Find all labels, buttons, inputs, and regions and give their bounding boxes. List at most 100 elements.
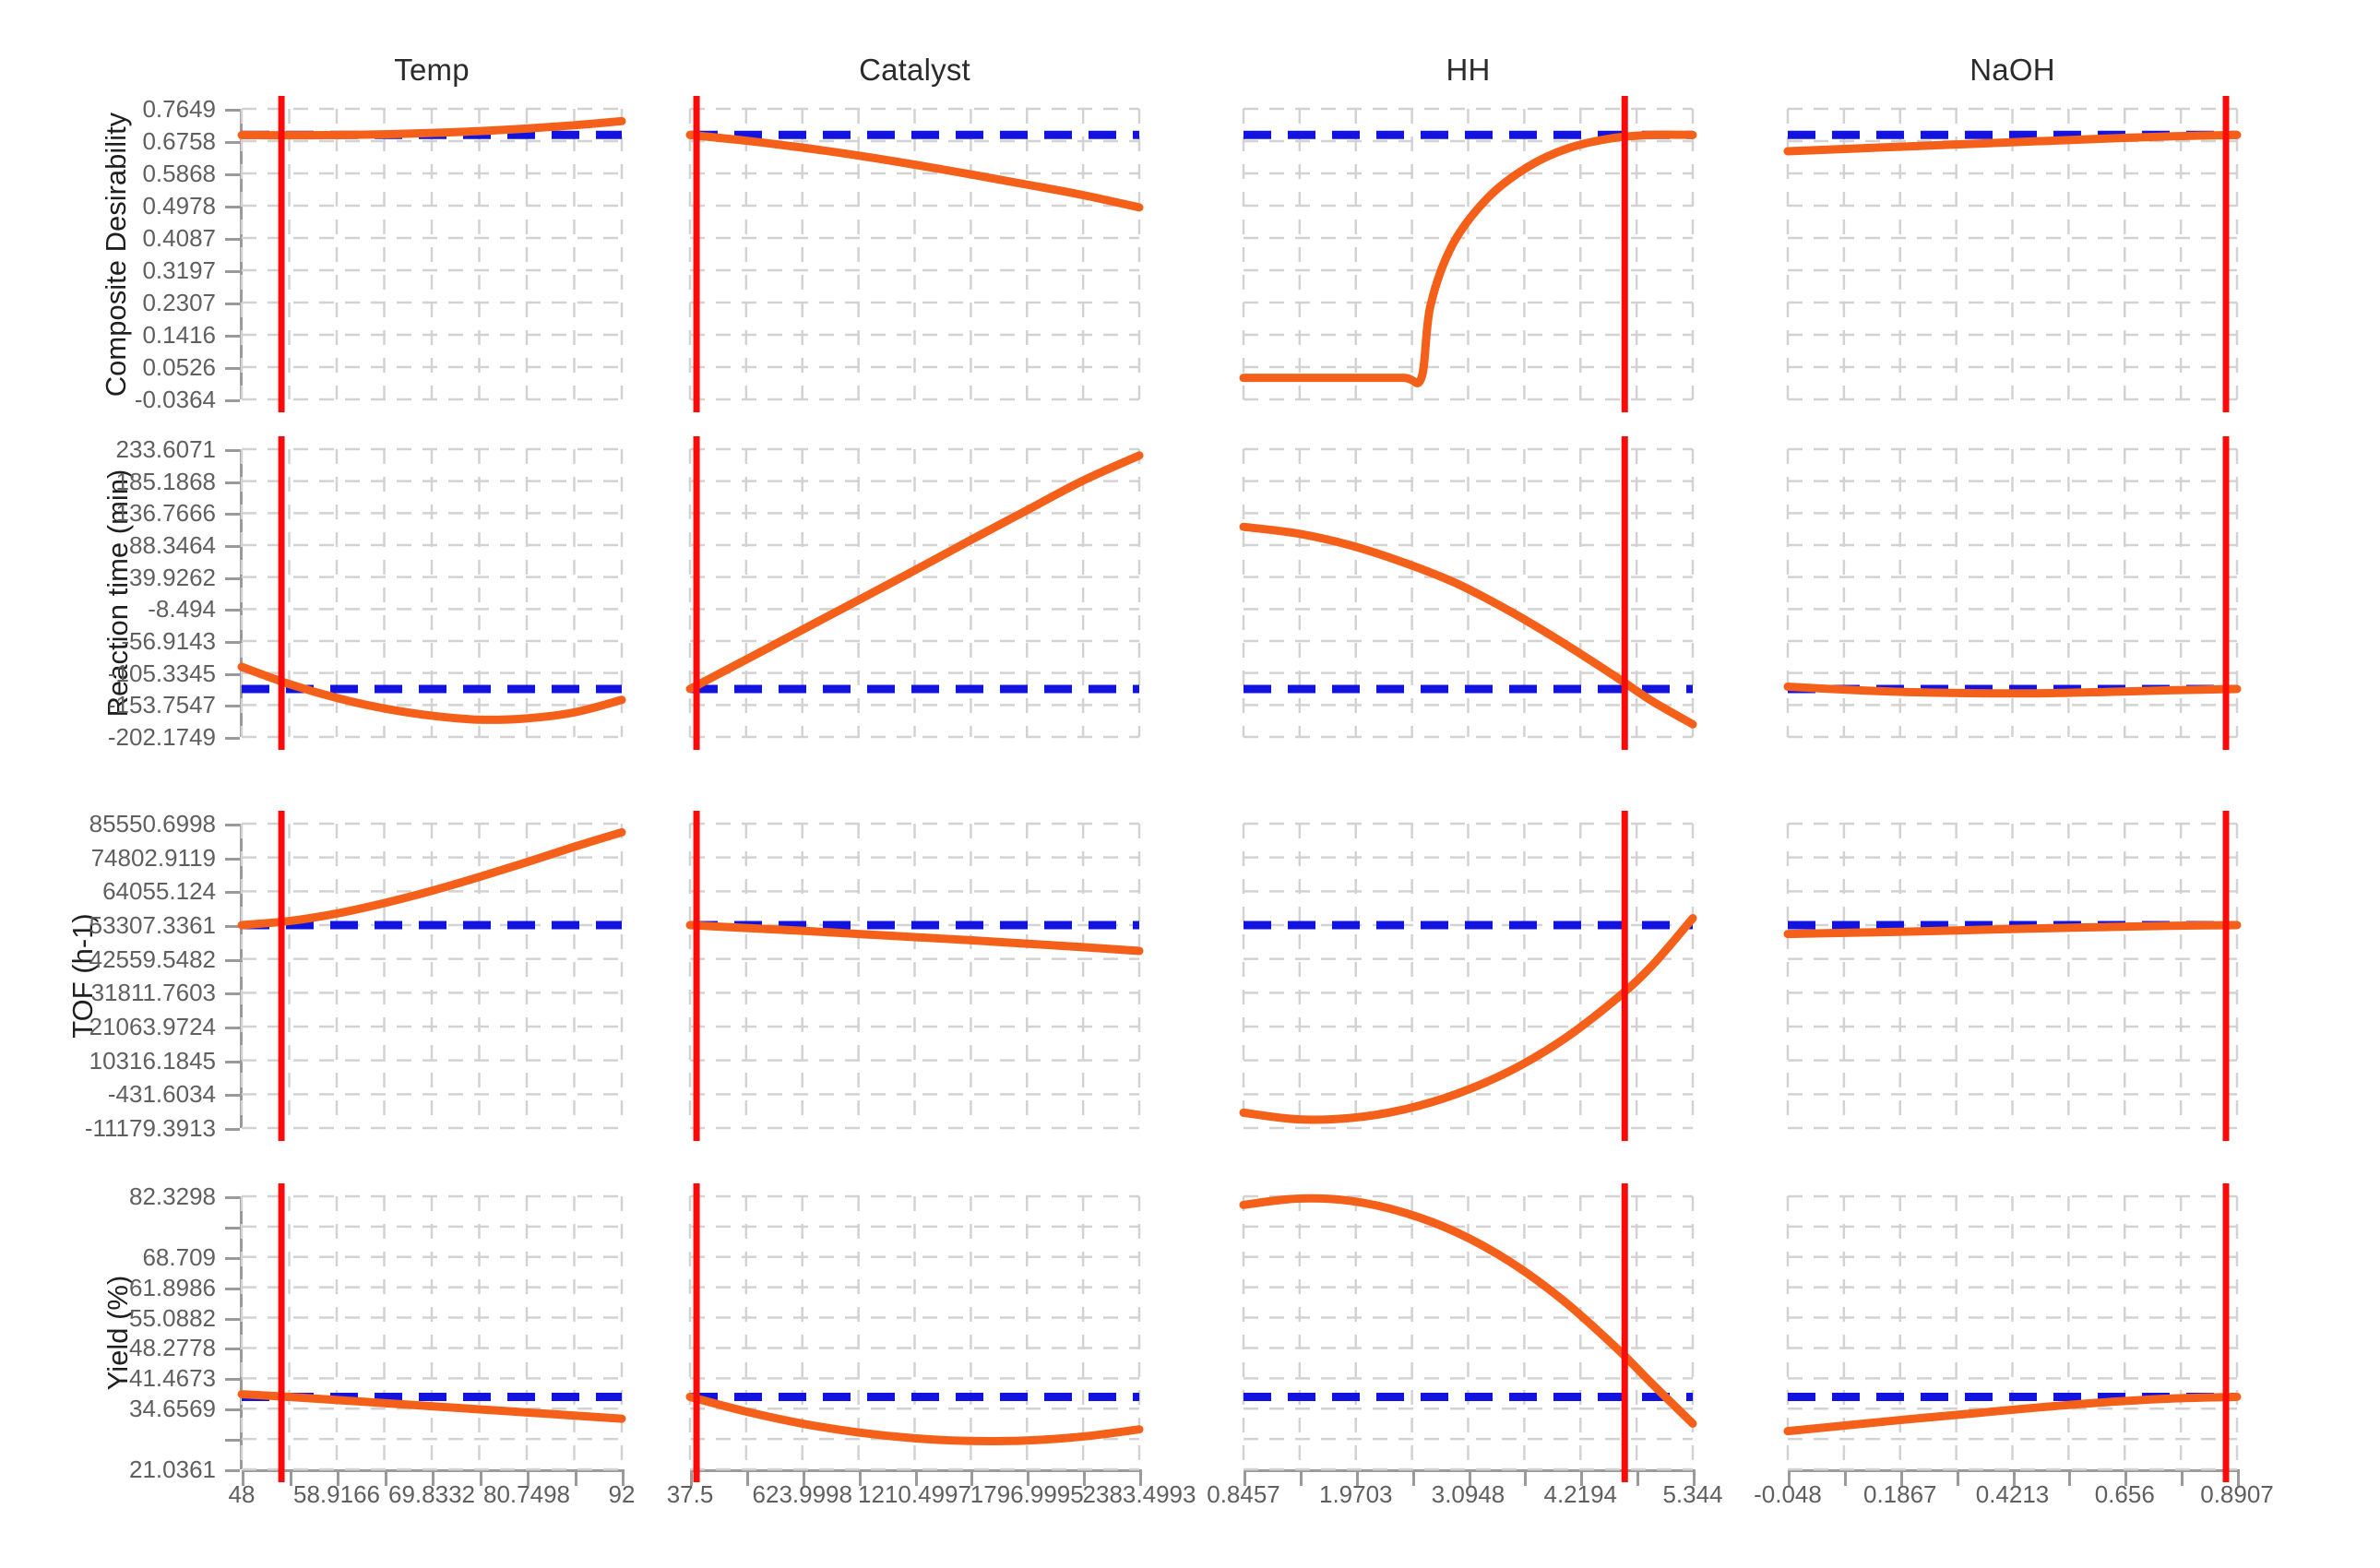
x-tick-label-hh-2: 3.0948: [1431, 1480, 1505, 1508]
x-tick-label-catalyst-4: 2383.4993: [1082, 1480, 1196, 1508]
panel-tof-hh: [1239, 811, 1697, 1141]
y-tick-label-yield-2: 68.709: [142, 1242, 216, 1271]
response-curve: [1239, 914, 1697, 1124]
grid-lines: [240, 1194, 624, 1471]
response-curve: [237, 116, 626, 140]
y-tick-yield-6: [225, 1378, 240, 1381]
y-tick-composite-desirability-1: [225, 141, 240, 144]
panel-composite-desirability-naoh: [1783, 96, 2242, 412]
y-tick-label-composite-desirability-3: 0.4978: [142, 192, 216, 220]
x-tick-temp-5: [480, 1469, 482, 1486]
y-tick-label-tof-2: 64055.124: [102, 877, 216, 906]
x-tick-catalyst-1: [746, 1469, 749, 1486]
response-curve: [1783, 130, 2242, 156]
y-tick-label-reaction-time-8: -153.7547: [107, 691, 216, 719]
grid-lines: [688, 1194, 1141, 1471]
y-tick-composite-desirability-4: [225, 238, 240, 241]
x-tick-hh-2: [1356, 1469, 1359, 1486]
y-tick-label-yield-3: 61.8986: [129, 1273, 216, 1301]
y-tick-composite-desirability-6: [225, 303, 240, 305]
y-tick-label-tof-6: 21063.9724: [89, 1013, 216, 1040]
response-curve: [237, 827, 626, 930]
grid-lines: [688, 447, 1141, 739]
grid-lines: [1242, 1194, 1695, 1471]
x-tick-hh-4: [1469, 1469, 1471, 1486]
response-curve: [1783, 921, 2242, 939]
panel-yield-temp: [237, 1183, 626, 1482]
y-tick-tof-5: [225, 992, 240, 995]
column-title-hh: HH: [1446, 53, 1491, 87]
x-tick-naoh-7: [2181, 1469, 2184, 1486]
y-tick-tof-7: [225, 1061, 240, 1063]
x-tick-catalyst-6: [1027, 1469, 1029, 1486]
response-curve: [685, 130, 1144, 212]
y-tick-reaction-time-1: [225, 481, 240, 484]
x-tick-temp-0: [242, 1469, 244, 1486]
x-tick-temp-3: [385, 1469, 387, 1486]
y-tick-label-composite-desirability-0: 0.7649: [142, 95, 216, 123]
y-tick-composite-desirability-8: [225, 367, 240, 370]
x-tick-label-naoh-4: 0.8907: [2200, 1480, 2274, 1508]
y-tick-label-yield-5: 48.2778: [129, 1334, 216, 1362]
y-tick-reaction-time-6: [225, 641, 240, 644]
y-tick-label-yield-9: 21.0361: [129, 1455, 216, 1483]
x-tick-naoh-3: [1957, 1469, 1959, 1486]
x-tick-label-temp-4: 92: [608, 1480, 636, 1508]
y-tick-label-composite-desirability-2: 0.5868: [142, 160, 216, 187]
response-curve: [685, 1392, 1144, 1446]
panel-tof-temp: [237, 811, 626, 1141]
x-tick-catalyst-5: [970, 1469, 973, 1486]
x-tick-temp-6: [527, 1469, 530, 1486]
x-axis-spine-catalyst: [690, 1469, 1139, 1472]
y-tick-yield-2: [225, 1257, 240, 1260]
x-tick-label-naoh-2: 0.4213: [1975, 1480, 2050, 1508]
x-tick-naoh-2: [1900, 1469, 1903, 1486]
x-tick-hh-0: [1244, 1469, 1246, 1486]
response-curve: [1783, 682, 2242, 698]
x-tick-catalyst-4: [915, 1469, 918, 1486]
y-tick-tof-2: [225, 891, 240, 894]
x-tick-catalyst-7: [1083, 1469, 1086, 1486]
panel-tof-naoh: [1783, 811, 2242, 1141]
panel-reaction-time-temp: [237, 436, 626, 750]
y-tick-yield-4: [225, 1318, 240, 1321]
x-axis-spine-hh: [1244, 1469, 1693, 1472]
y-tick-yield-0: [225, 1196, 240, 1199]
y-tick-label-reaction-time-2: 136.7666: [115, 499, 216, 528]
panel-yield-naoh: [1783, 1183, 2242, 1482]
y-tick-tof-9: [225, 1128, 240, 1131]
y-tick-label-composite-desirability-4: 0.4087: [142, 224, 216, 252]
response-curve: [1239, 130, 1697, 387]
x-tick-hh-7: [1636, 1469, 1639, 1486]
panel-yield-catalyst: [685, 1183, 1144, 1482]
panel-composite-desirability-temp: [237, 96, 626, 412]
y-tick-label-yield-6: 41.4673: [129, 1364, 216, 1393]
y-tick-composite-desirability-2: [225, 173, 240, 176]
x-axis-spine-naoh: [1788, 1469, 2237, 1472]
y-tick-tof-6: [225, 1027, 240, 1029]
y-tick-label-reaction-time-1: 185.1868: [115, 467, 216, 495]
column-title-catalyst: Catalyst: [859, 53, 970, 87]
x-tick-naoh-0: [1788, 1469, 1791, 1486]
grid-lines: [688, 822, 1141, 1130]
y-tick-yield-8: [225, 1439, 240, 1442]
grid-lines: [1786, 447, 2239, 739]
x-tick-label-catalyst-3: 1796.9995: [970, 1480, 1084, 1508]
response-curve: [237, 662, 626, 724]
x-tick-label-naoh-0: -0.048: [1754, 1480, 1822, 1508]
y-tick-label-tof-1: 74802.9119: [90, 843, 216, 872]
x-tick-label-hh-3: 4.2194: [1543, 1480, 1618, 1508]
x-tick-naoh-6: [2124, 1469, 2127, 1486]
x-tick-hh-6: [1580, 1469, 1583, 1486]
y-tick-tof-3: [225, 925, 240, 928]
x-tick-label-hh-4: 5.344: [1662, 1480, 1723, 1508]
y-tick-yield-9: [225, 1469, 240, 1472]
y-tick-reaction-time-8: [225, 705, 240, 707]
y-tick-reaction-time-2: [225, 513, 240, 516]
x-tick-temp-8: [622, 1469, 625, 1486]
y-tick-reaction-time-9: [225, 737, 240, 740]
y-tick-label-reaction-time-5: -8.494: [148, 595, 216, 624]
grid-lines: [688, 107, 1141, 401]
x-tick-catalyst-3: [859, 1469, 862, 1486]
